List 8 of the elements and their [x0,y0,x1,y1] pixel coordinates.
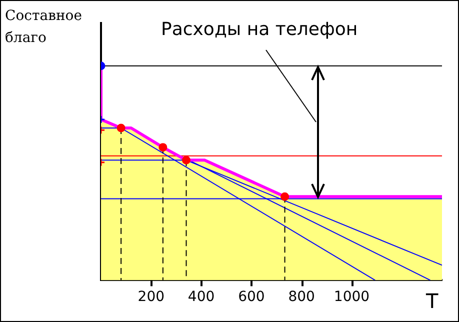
x-tick-label: 400 [188,289,215,306]
x-axis-title: T [426,289,438,313]
x-tick-label: 600 [238,289,265,306]
x-tick-label: 200 [138,289,165,306]
x-tick-label: 1000 [334,289,370,306]
x-tick-label: 800 [288,289,315,306]
y-axis-title: Составное благо [5,7,83,48]
text: Расходы на телефон [161,19,358,40]
